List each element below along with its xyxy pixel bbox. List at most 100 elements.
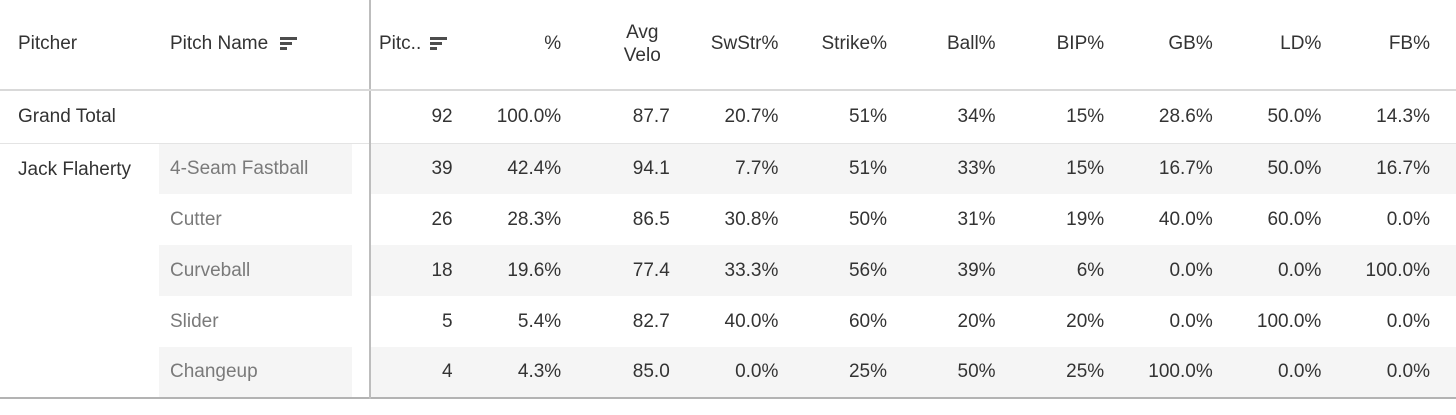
value-cell[interactable]: 0.0% [1238, 245, 1348, 296]
column-gap [352, 245, 370, 296]
grand-total-label[interactable]: Grand Total [0, 90, 352, 144]
col-header-strike-pct[interactable]: Strike% [804, 0, 913, 91]
col-header-pitches[interactable]: Pitc.. [369, 0, 479, 91]
value-cell[interactable]: 87.7 [587, 90, 696, 144]
value-cell[interactable]: 5.4% [517, 310, 562, 332]
column-gap [352, 0, 370, 91]
value-cell[interactable]: 15% [1021, 143, 1131, 194]
value-cell[interactable]: 51% [804, 143, 913, 194]
value-cell[interactable]: 5 [369, 296, 479, 347]
column-gap [352, 194, 370, 245]
col-header-gb-pct[interactable]: GB% [1130, 0, 1239, 91]
pitcher-name[interactable]: Jack Flaherty [18, 158, 131, 180]
value-cell[interactable]: 4.3% [478, 347, 588, 398]
pitch-name-cell[interactable]: 4-Seam Fastball [159, 143, 352, 194]
pitch-name-cell[interactable]: Changeup [159, 347, 352, 398]
value-cell[interactable]: 50.0% [1238, 143, 1348, 194]
col-header-fb-pct[interactable]: FB% [1347, 0, 1456, 91]
value-cell[interactable]: 26 [369, 194, 479, 245]
value-cell[interactable]: 19.6% [478, 245, 588, 296]
column-gap [352, 143, 370, 194]
value-cell[interactable]: 4 [369, 347, 479, 398]
col-header-avg-velo[interactable]: Avg Velo [587, 0, 696, 91]
value-cell[interactable]: 28.3% [507, 208, 562, 230]
value-cell[interactable]: 18 [369, 245, 479, 296]
value-cell[interactable]: 60.0% [1267, 208, 1322, 230]
grand-total-row: Grand Total 92 100.0% 87.7 20.7% 51% 34%… [0, 90, 1456, 144]
header-row: Pitcher Pitch Name Pitc.. % Avg Velo SwS… [0, 0, 1456, 91]
value-cell[interactable]: 42.4% [478, 143, 588, 194]
value-cell[interactable]: 40.0% [1158, 208, 1213, 230]
value-cell[interactable]: 51% [804, 90, 913, 144]
value-cell[interactable]: 92 [369, 90, 479, 144]
value-cell[interactable]: 20% [957, 310, 996, 332]
value-cell[interactable]: 100.0% [478, 90, 588, 144]
value-cell[interactable]: 34% [912, 90, 1022, 144]
value-cell[interactable]: 0.0% [695, 347, 805, 398]
value-cell[interactable]: 33% [912, 143, 1022, 194]
pitch-row: Slider 5 5.4% 82.7 40.0% 60% 20% 20% 0.0… [0, 296, 1456, 347]
value-cell[interactable]: 0.0% [1386, 310, 1430, 332]
value-cell[interactable]: 0.0% [1347, 347, 1456, 398]
value-cell[interactable]: 56% [804, 245, 913, 296]
value-cell[interactable]: 0.0% [1386, 208, 1430, 230]
sort-descending-icon[interactable] [280, 36, 298, 50]
value-cell[interactable]: 19% [1066, 208, 1105, 230]
value-cell[interactable]: 60% [848, 310, 887, 332]
col-header-avg-velo-label: Avg Velo [623, 21, 661, 67]
value-cell[interactable]: 16.7% [1130, 143, 1239, 194]
value-cell[interactable]: 50% [848, 208, 887, 230]
col-header-pitches-label: Pitc.. [379, 33, 422, 55]
column-gap [352, 296, 370, 347]
value-cell[interactable]: 86.5 [632, 208, 670, 230]
value-cell[interactable]: 82.7 [632, 310, 670, 332]
value-cell[interactable]: 100.0% [1347, 245, 1456, 296]
value-cell[interactable]: 25% [804, 347, 913, 398]
value-cell[interactable]: 14.3% [1347, 90, 1456, 144]
value-cell[interactable]: 0.0% [1130, 245, 1239, 296]
value-cell[interactable]: 7.7% [695, 143, 805, 194]
pitch-name-cell[interactable]: Curveball [159, 245, 352, 296]
value-cell[interactable]: 39% [912, 245, 1022, 296]
value-cell[interactable]: 28.6% [1130, 90, 1239, 144]
pitch-name-cell[interactable]: Slider [170, 310, 219, 332]
value-cell[interactable]: 20.7% [695, 90, 805, 144]
pitch-row: Curveball 18 19.6% 77.4 33.3% 56% 39% 6%… [0, 245, 1456, 296]
value-cell[interactable]: 94.1 [587, 143, 696, 194]
col-header-ld-pct[interactable]: LD% [1238, 0, 1348, 91]
value-cell[interactable]: 40.0% [724, 310, 779, 332]
pitch-row: Changeup 4 4.3% 85.0 0.0% 25% 50% 25% 10… [0, 347, 1456, 398]
value-cell[interactable]: 0.0% [1238, 347, 1348, 398]
col-header-bip-pct[interactable]: BIP% [1021, 0, 1131, 91]
value-cell[interactable]: 39 [369, 143, 479, 194]
value-cell[interactable]: 0.0% [1169, 310, 1213, 332]
value-cell[interactable]: 6% [1021, 245, 1131, 296]
value-cell[interactable]: 50% [912, 347, 1022, 398]
col-header-swstr-pct[interactable]: SwStr% [695, 0, 805, 91]
sort-descending-icon[interactable] [430, 36, 448, 50]
col-header-pitch-name-label: Pitch Name [170, 33, 269, 55]
column-gap [352, 347, 370, 398]
value-cell[interactable]: 33.3% [695, 245, 805, 296]
value-cell[interactable]: 15% [1021, 90, 1131, 144]
value-cell[interactable]: 30.8% [724, 208, 779, 230]
value-cell[interactable]: 100.0% [1130, 347, 1239, 398]
value-cell[interactable]: 77.4 [587, 245, 696, 296]
value-cell[interactable]: 25% [1021, 347, 1131, 398]
value-cell[interactable]: 20% [1066, 310, 1105, 332]
value-cell[interactable]: 50.0% [1238, 90, 1348, 144]
pitch-row: Cutter 26 28.3% 86.5 30.8% 50% 31% 19% 4… [0, 194, 1456, 245]
column-gap [352, 90, 370, 144]
value-cell[interactable]: 100.0% [1256, 310, 1322, 332]
col-header-ball-pct[interactable]: Ball% [912, 0, 1022, 91]
value-cell[interactable]: 31% [957, 208, 996, 230]
pitch-row: Jack Flaherty 4-Seam Fastball 39 42.4% 9… [0, 143, 1456, 194]
pitch-name-cell[interactable]: Cutter [170, 208, 222, 230]
value-cell[interactable]: 16.7% [1347, 143, 1456, 194]
value-cell[interactable]: 85.0 [587, 347, 696, 398]
pitch-stats-grid: Pitcher Pitch Name Pitc.. % Avg Velo SwS… [0, 0, 1456, 399]
col-header-pitcher[interactable]: Pitcher [0, 0, 159, 91]
col-header-pitch-name[interactable]: Pitch Name [159, 0, 352, 91]
col-header-pct[interactable]: % [478, 0, 588, 91]
